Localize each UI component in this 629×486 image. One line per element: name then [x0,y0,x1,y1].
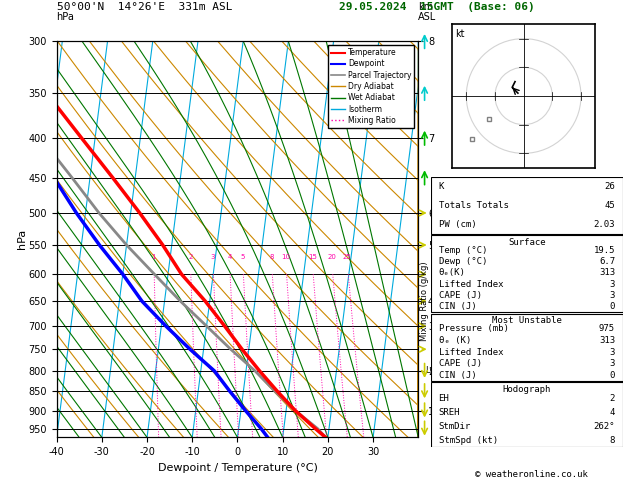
Text: 4: 4 [610,408,615,417]
Text: 3: 3 [610,347,615,357]
Text: 26: 26 [604,182,615,191]
Text: CIN (J): CIN (J) [438,302,476,311]
Text: 2: 2 [188,254,192,260]
Text: 19.5: 19.5 [594,246,615,255]
Text: K: K [438,182,444,191]
Text: 45: 45 [604,201,615,210]
Text: 313: 313 [599,336,615,345]
Text: 0: 0 [610,371,615,380]
Text: hPa: hPa [57,12,74,22]
Text: 975: 975 [599,324,615,333]
Text: 8: 8 [269,254,274,260]
Text: θₑ(K): θₑ(K) [438,268,465,278]
Text: 3: 3 [211,254,215,260]
Text: 4: 4 [228,254,231,260]
X-axis label: Dewpoint / Temperature (°C): Dewpoint / Temperature (°C) [157,463,318,473]
Text: © weatheronline.co.uk: © weatheronline.co.uk [475,469,588,479]
Text: 50°00'N  14°26'E  331m ASL: 50°00'N 14°26'E 331m ASL [57,2,232,12]
Text: 15: 15 [308,254,317,260]
Bar [431,235,623,312]
Text: 2.03: 2.03 [594,220,615,229]
Text: Most Unstable: Most Unstable [492,316,562,325]
Bar [431,313,623,381]
Text: CIN (J): CIN (J) [438,371,476,380]
Text: Lifted Index: Lifted Index [438,279,503,289]
Text: Hodograph: Hodograph [503,385,551,394]
Text: LCL: LCL [425,366,441,375]
Text: 5: 5 [241,254,245,260]
Text: PW (cm): PW (cm) [438,220,476,229]
Text: 10: 10 [281,254,291,260]
Text: CAPE (J): CAPE (J) [438,291,482,300]
Text: Dewp (°C): Dewp (°C) [438,257,487,266]
Text: 1: 1 [152,254,156,260]
Text: 8: 8 [610,436,615,445]
Text: EH: EH [438,394,449,403]
Bar [431,177,623,234]
Y-axis label: km
ASL: km ASL [442,228,460,250]
Text: SREH: SREH [438,408,460,417]
Text: StmSpd (kt): StmSpd (kt) [438,436,498,445]
Text: Lifted Index: Lifted Index [438,347,503,357]
Text: 313: 313 [599,268,615,278]
Legend: Temperature, Dewpoint, Parcel Trajectory, Dry Adiabat, Wet Adiabat, Isotherm, Mi: Temperature, Dewpoint, Parcel Trajectory… [328,45,415,128]
Text: Surface: Surface [508,238,545,247]
Bar [431,382,623,447]
Text: 3: 3 [610,291,615,300]
Text: Pressure (mb): Pressure (mb) [438,324,508,333]
Text: Totals Totals: Totals Totals [438,201,508,210]
Text: 3: 3 [610,359,615,368]
Text: StmDir: StmDir [438,422,470,431]
Text: 0: 0 [610,302,615,311]
Text: Temp (°C): Temp (°C) [438,246,487,255]
Text: 20: 20 [327,254,337,260]
Y-axis label: hPa: hPa [17,229,27,249]
Text: km
ASL: km ASL [418,2,437,22]
Text: Mixing Ratio (g/kg): Mixing Ratio (g/kg) [420,261,429,341]
Text: CAPE (J): CAPE (J) [438,359,482,368]
Text: 6.7: 6.7 [599,257,615,266]
Text: 3: 3 [610,279,615,289]
Text: 2: 2 [610,394,615,403]
Text: 29.05.2024  15GMT  (Base: 06): 29.05.2024 15GMT (Base: 06) [339,2,535,12]
Text: kt: kt [455,29,464,38]
Text: θₑ (K): θₑ (K) [438,336,470,345]
Text: 262°: 262° [594,422,615,431]
Text: 25: 25 [343,254,352,260]
